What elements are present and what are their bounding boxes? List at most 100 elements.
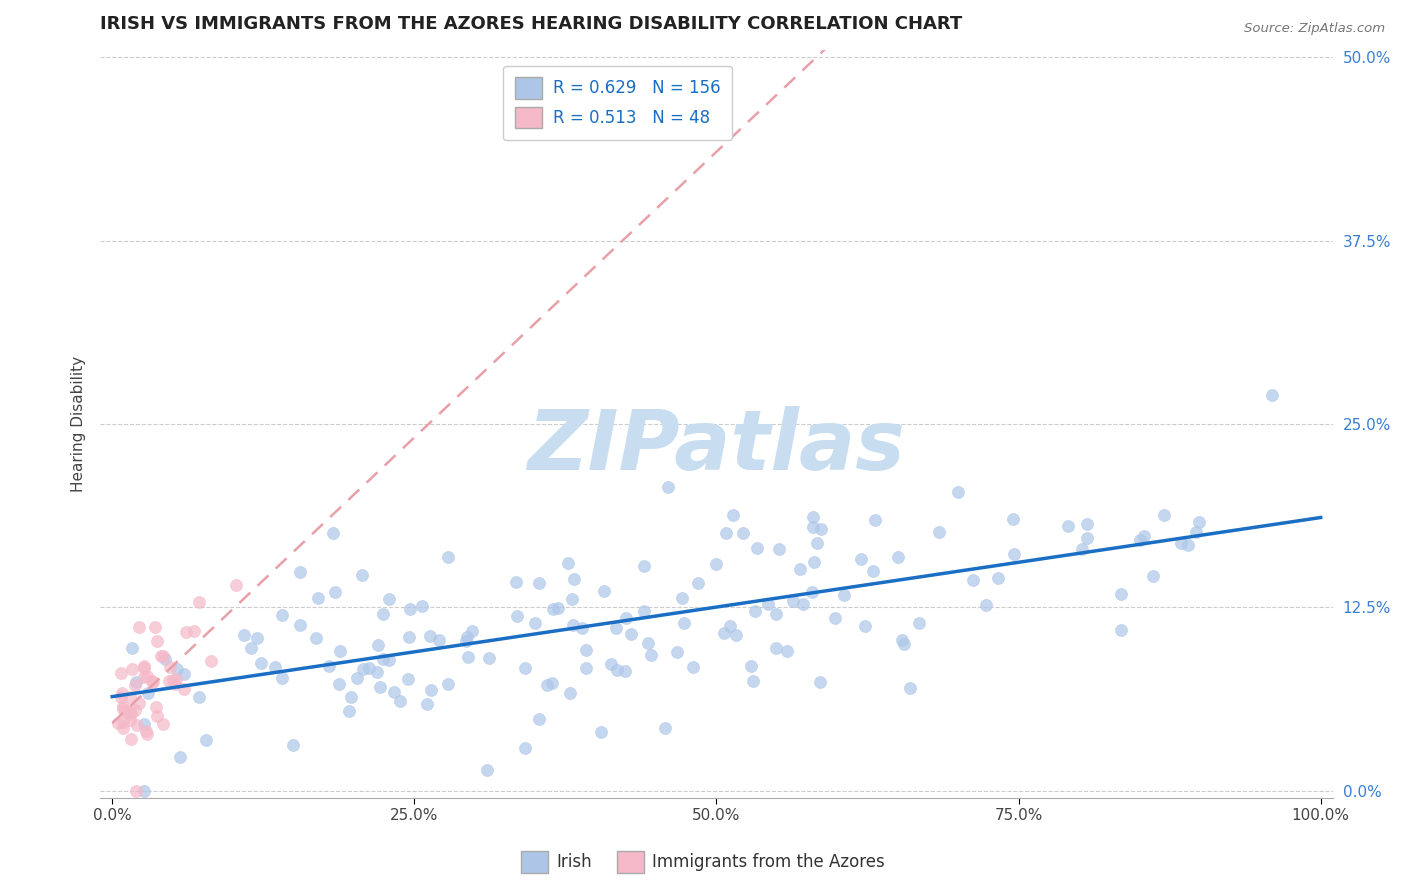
Point <box>557 556 579 570</box>
Legend: Irish, Immigrants from the Azores: Irish, Immigrants from the Azores <box>515 845 891 880</box>
Point <box>111 686 134 700</box>
Point <box>1170 536 1192 550</box>
Point <box>149 648 172 663</box>
Point <box>593 583 616 598</box>
Point <box>132 717 155 731</box>
Point <box>111 721 134 735</box>
Point <box>908 615 931 630</box>
Point <box>666 645 689 659</box>
Point <box>589 724 612 739</box>
Point <box>614 664 637 678</box>
Point <box>810 522 832 536</box>
Point <box>120 690 142 704</box>
Point <box>305 631 328 645</box>
Point <box>756 598 779 612</box>
Point <box>128 696 150 710</box>
Point <box>183 624 205 639</box>
Point <box>146 634 169 648</box>
Point <box>893 637 915 651</box>
Point <box>1002 547 1025 561</box>
Point <box>120 707 142 722</box>
Point <box>898 681 921 695</box>
Point <box>765 640 787 655</box>
Point <box>323 584 346 599</box>
Point <box>153 651 176 665</box>
Point <box>134 670 156 684</box>
Point <box>505 575 527 590</box>
Point <box>731 525 754 540</box>
Point <box>371 652 394 666</box>
Point <box>620 626 643 640</box>
Point <box>853 619 876 633</box>
Point <box>152 716 174 731</box>
Point <box>411 599 433 613</box>
Point <box>136 668 159 682</box>
Point <box>124 678 146 692</box>
Point <box>174 624 197 639</box>
Point <box>373 607 395 621</box>
Point <box>120 705 142 719</box>
Point <box>1076 516 1098 531</box>
Point <box>806 536 828 550</box>
Point <box>152 648 174 663</box>
Point <box>928 525 950 540</box>
Point <box>194 733 217 747</box>
Point <box>571 621 593 635</box>
Point <box>1109 587 1132 601</box>
Point <box>110 690 132 705</box>
Point <box>801 585 824 599</box>
Point <box>187 595 209 609</box>
Point <box>121 641 143 656</box>
Point <box>547 601 569 615</box>
Point <box>125 718 148 732</box>
Point <box>513 661 536 675</box>
Point <box>377 653 399 667</box>
Point <box>288 565 311 579</box>
Point <box>810 675 832 690</box>
Point <box>457 650 479 665</box>
Point <box>382 685 405 699</box>
Point <box>388 694 411 708</box>
Point <box>633 558 655 573</box>
Point <box>159 660 181 674</box>
Point <box>600 657 623 672</box>
Point <box>575 642 598 657</box>
Point <box>135 723 157 738</box>
Point <box>240 641 263 656</box>
Point <box>340 690 363 704</box>
Point <box>141 674 163 689</box>
Point <box>962 574 984 588</box>
Point <box>633 604 655 618</box>
Point <box>946 485 969 500</box>
Point <box>1188 515 1211 529</box>
Point <box>318 658 340 673</box>
Point <box>419 629 441 643</box>
Point <box>271 671 294 685</box>
Point <box>832 588 855 602</box>
Point <box>1132 529 1154 543</box>
Point <box>337 704 360 718</box>
Point <box>163 677 186 691</box>
Point <box>505 609 527 624</box>
Point <box>112 702 135 716</box>
Point <box>142 674 165 689</box>
Text: IRISH VS IMMIGRANTS FROM THE AZORES HEARING DISABILITY CORRELATION CHART: IRISH VS IMMIGRANTS FROM THE AZORES HEAR… <box>100 15 962 33</box>
Point <box>281 738 304 752</box>
Point <box>724 628 747 642</box>
Point <box>437 549 460 564</box>
Point <box>792 598 814 612</box>
Point <box>1142 569 1164 583</box>
Point <box>427 632 450 647</box>
Point <box>721 508 744 522</box>
Point <box>346 671 368 685</box>
Point <box>475 763 498 777</box>
Point <box>527 712 550 726</box>
Point <box>713 626 735 640</box>
Point <box>529 575 551 590</box>
Point <box>250 657 273 671</box>
Point <box>121 662 143 676</box>
Point <box>657 480 679 494</box>
Point <box>136 686 159 700</box>
Point <box>974 598 997 612</box>
Point <box>157 674 180 689</box>
